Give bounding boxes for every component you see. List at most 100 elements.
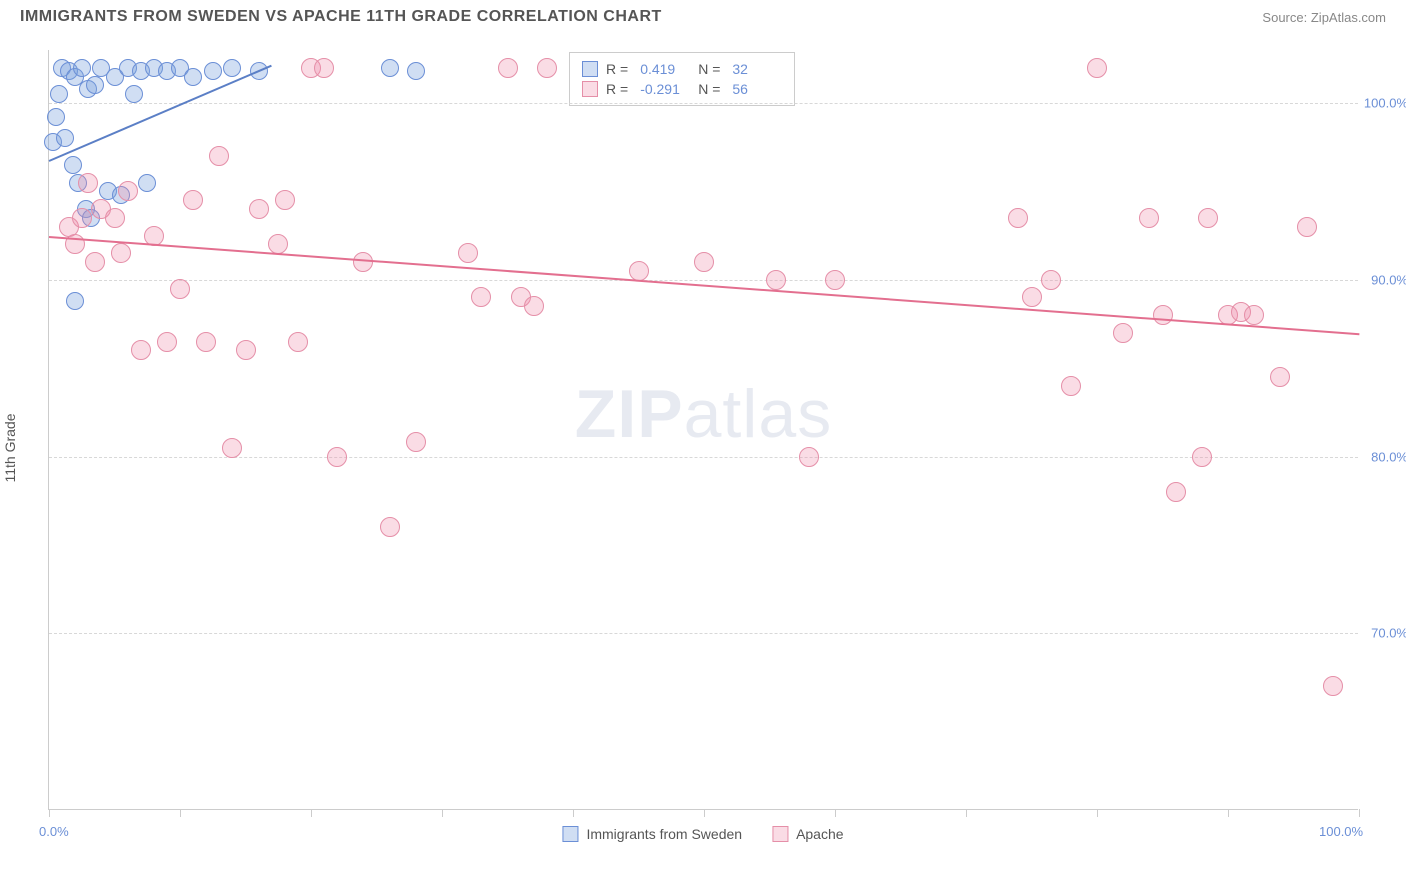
gridline-h — [49, 633, 1358, 634]
data-point-sweden — [56, 129, 74, 147]
y-tick-label: 80.0% — [1371, 449, 1406, 464]
x-tick — [573, 809, 574, 817]
r-label: R = — [606, 61, 628, 77]
data-point-apache — [72, 208, 92, 228]
y-axis-label: 11th Grade — [2, 413, 18, 482]
swatch-apache — [582, 81, 598, 97]
legend-label-sweden: Immigrants from Sweden — [586, 826, 742, 842]
data-point-apache — [314, 58, 334, 78]
legend-swatch-apache — [772, 826, 788, 842]
legend-item-sweden: Immigrants from Sweden — [562, 826, 742, 842]
data-point-apache — [498, 58, 518, 78]
n-value-apache: 56 — [732, 81, 782, 97]
chart-title: IMMIGRANTS FROM SWEDEN VS APACHE 11TH GR… — [20, 8, 662, 26]
data-point-apache — [222, 438, 242, 458]
data-point-apache — [694, 252, 714, 272]
data-point-apache — [327, 447, 347, 467]
r-value-apache: -0.291 — [640, 81, 690, 97]
data-point-apache — [288, 332, 308, 352]
data-point-apache — [1087, 58, 1107, 78]
x-max-label: 100.0% — [1319, 824, 1363, 839]
x-tick — [966, 809, 967, 817]
n-label: N = — [698, 81, 720, 97]
data-point-sweden — [86, 76, 104, 94]
x-tick — [442, 809, 443, 817]
data-point-apache — [105, 208, 125, 228]
chart-container: 11th Grade ZIPatlas R = 0.419 N = 32 R = -0.2… — [0, 30, 1406, 850]
data-point-apache — [1153, 305, 1173, 325]
data-point-apache — [131, 340, 151, 360]
data-point-apache — [275, 190, 295, 210]
x-tick — [1097, 809, 1098, 817]
x-tick — [311, 809, 312, 817]
data-point-apache — [1244, 305, 1264, 325]
r-value-sweden: 0.419 — [640, 61, 690, 77]
data-point-apache — [268, 234, 288, 254]
legend-item-apache: Apache — [772, 826, 843, 842]
series-legend: Immigrants from Sweden Apache — [562, 826, 843, 842]
data-point-apache — [1198, 208, 1218, 228]
x-tick — [835, 809, 836, 817]
source-value: ZipAtlas.com — [1311, 10, 1386, 25]
gridline-h — [49, 457, 1358, 458]
data-point-sweden — [47, 108, 65, 126]
data-point-apache — [236, 340, 256, 360]
n-value-sweden: 32 — [732, 61, 782, 77]
data-point-apache — [249, 199, 269, 219]
data-point-apache — [1139, 208, 1159, 228]
data-point-apache — [196, 332, 216, 352]
watermark-zip: ZIP — [575, 376, 684, 452]
data-point-sweden — [73, 59, 91, 77]
data-point-apache — [1166, 482, 1186, 502]
data-point-sweden — [407, 62, 425, 80]
data-point-apache — [111, 243, 131, 263]
data-point-sweden — [184, 68, 202, 86]
data-point-apache — [170, 279, 190, 299]
data-point-apache — [799, 447, 819, 467]
data-point-apache — [1041, 270, 1061, 290]
data-point-sweden — [66, 292, 84, 310]
gridline-h — [49, 280, 1358, 281]
source-attribution: Source: ZipAtlas.com — [1262, 10, 1386, 25]
data-point-apache — [471, 287, 491, 307]
data-point-apache — [1113, 323, 1133, 343]
data-point-apache — [78, 173, 98, 193]
legend-label-apache: Apache — [796, 826, 843, 842]
source-label: Source: — [1262, 10, 1307, 25]
x-tick — [180, 809, 181, 817]
data-point-apache — [1297, 217, 1317, 237]
data-point-apache — [1061, 376, 1081, 396]
data-point-sweden — [125, 85, 143, 103]
data-point-apache — [353, 252, 373, 272]
trend-line-apache — [49, 236, 1359, 335]
data-point-apache — [118, 181, 138, 201]
data-point-sweden — [223, 59, 241, 77]
swatch-sweden — [582, 61, 598, 77]
data-point-sweden — [204, 62, 222, 80]
data-point-apache — [1008, 208, 1028, 228]
x-tick — [704, 809, 705, 817]
data-point-apache — [766, 270, 786, 290]
y-tick-label: 100.0% — [1364, 96, 1406, 111]
data-point-apache — [537, 58, 557, 78]
x-min-label: 0.0% — [39, 824, 69, 839]
legend-swatch-sweden — [562, 826, 578, 842]
data-point-apache — [406, 432, 426, 452]
chart-header: IMMIGRANTS FROM SWEDEN VS APACHE 11TH GR… — [0, 0, 1406, 30]
r-label: R = — [606, 81, 628, 97]
plot-area: ZIPatlas R =0.419N =32R =-0.291N =56 70.… — [48, 50, 1358, 810]
data-point-apache — [1022, 287, 1042, 307]
gridline-h — [49, 103, 1358, 104]
data-point-apache — [1323, 676, 1343, 696]
data-point-sweden — [50, 85, 68, 103]
watermark-atlas: atlas — [684, 376, 833, 452]
data-point-apache — [85, 252, 105, 272]
x-tick — [1228, 809, 1229, 817]
data-point-apache — [183, 190, 203, 210]
data-point-sweden — [381, 59, 399, 77]
stats-legend: R =0.419N =32R =-0.291N =56 — [569, 52, 795, 106]
data-point-sweden — [64, 156, 82, 174]
data-point-apache — [1270, 367, 1290, 387]
stats-row-sweden: R =0.419N =32 — [582, 59, 782, 79]
data-point-apache — [524, 296, 544, 316]
